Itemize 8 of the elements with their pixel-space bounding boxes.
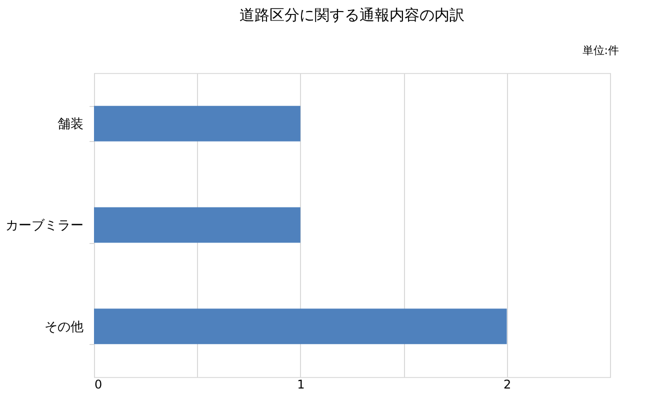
y-tick-label: カーブミラー [6,218,84,234]
y-tick-label: 舗装 [58,117,84,132]
x-tick-label: 1 [297,378,305,392]
y-tick-label: その他 [44,320,84,335]
chart-title: 道路区分に関する通報内容の内訳 [240,6,464,24]
text: 単位:件 [582,44,619,57]
x-tick-label: 0 [94,378,102,392]
x-tick-label: 2 [503,378,512,392]
